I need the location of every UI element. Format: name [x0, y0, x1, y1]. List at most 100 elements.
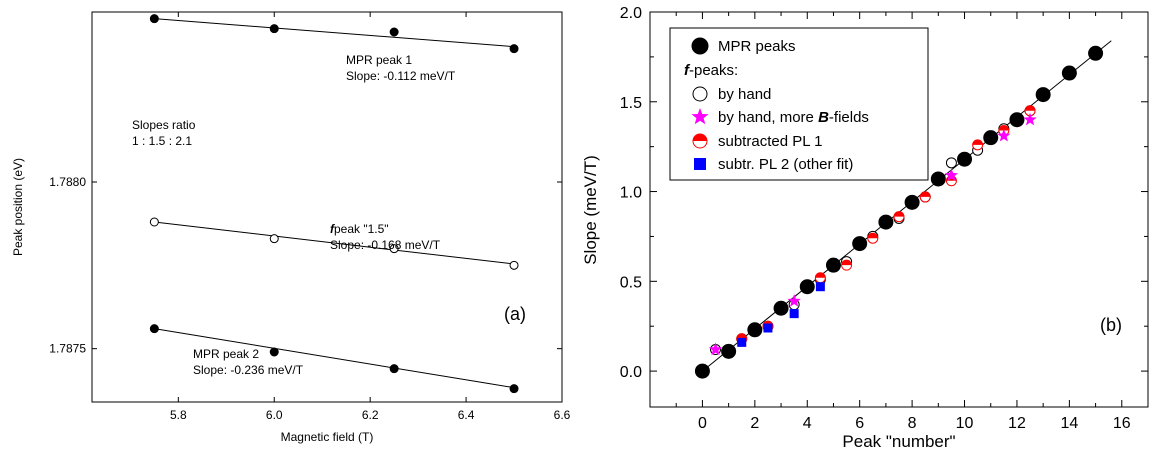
- legend-subtr-pl2: subtr. PL 2 (other fit): [718, 156, 853, 173]
- panel-a-frame: [91, 11, 563, 403]
- b-point-mpr: [721, 343, 737, 359]
- b-point-half-circle-fill: [736, 333, 747, 339]
- b-point-half-circle: [919, 191, 931, 203]
- b-point-mpr: [1035, 87, 1051, 103]
- b-point-half-circle-fill: [998, 125, 1009, 131]
- panel-a-chart: 5.8 6.0 6.2 6.4 6.6 1.7875 1.7880 MPR peak 1 S…: [11, 11, 571, 444]
- b-point-mpr: [1009, 112, 1025, 128]
- legend-mpr-peaks: MPR peaks: [718, 38, 796, 55]
- b-point-mpr: [747, 322, 763, 338]
- b-point-star: [787, 294, 801, 307]
- b-point-half-circle: [814, 272, 826, 284]
- b-ytick-label: 2.0: [620, 5, 642, 22]
- panel-a-ticks: 5.8 6.0 6.2 6.4 6.6 1.7875 1.7880: [49, 12, 571, 422]
- legend-marker-half-circle: [692, 133, 708, 149]
- b-point-mpr: [904, 194, 920, 210]
- a-xtick-label: 6.2: [362, 408, 379, 422]
- legend-box: [669, 27, 929, 181]
- a-xtick-label: 6.6: [554, 408, 571, 422]
- b-point-mpr: [852, 236, 868, 252]
- b-ytick-label: 0.5: [620, 274, 642, 291]
- b-point-mpr: [930, 171, 946, 187]
- b-point-mpr: [799, 279, 815, 295]
- a-point-s3: [269, 347, 279, 357]
- a-point-s2: [269, 234, 279, 244]
- a-series1-label-line1: MPR peak 1: [346, 53, 412, 67]
- b-point-half-circle-fill: [972, 139, 983, 145]
- panel-a-points: [149, 14, 519, 394]
- a-slopes-ratio-value: 1 : 1.5 : 2.1: [132, 134, 192, 148]
- a-fit-line-3: [154, 328, 515, 389]
- legend-by-hand: by hand: [718, 86, 771, 103]
- legend-f-peaks-title: f-peaks:: [684, 62, 738, 79]
- b-point-square: [815, 282, 825, 292]
- panel-b-points: [694, 45, 1104, 379]
- a-series2-label-line1: fpeak "1.5": [330, 222, 389, 236]
- b-xtick-label: 8: [908, 415, 917, 432]
- b-point-mpr: [878, 214, 894, 230]
- panel-b-tag: (b): [1100, 315, 1122, 335]
- b-point-mpr: [983, 130, 999, 146]
- b-point-square: [763, 323, 773, 333]
- panel-b-frame: [649, 11, 1149, 408]
- a-point-s3: [149, 324, 159, 334]
- b-point-square: [737, 337, 747, 347]
- b-point-mpr: [1088, 45, 1104, 61]
- legend-marker-by-hand: [692, 86, 708, 102]
- a-point-s2: [509, 260, 519, 270]
- a-y-axis-title: Peak position (eV): [11, 158, 25, 256]
- b-x-axis-title: Peak "number": [842, 432, 955, 451]
- b-point-half-circle-fill: [1025, 105, 1036, 111]
- a-slopes-ratio-title: Slopes ratio: [132, 118, 196, 132]
- b-point-half-circle-fill: [815, 272, 826, 278]
- b-xtick-label: 0: [698, 415, 707, 432]
- b-point-square: [789, 309, 799, 319]
- b-xtick-label: 14: [1060, 415, 1078, 432]
- panel-a-tag: (a): [504, 304, 526, 324]
- a-point-s2: [389, 244, 399, 254]
- b-ytick-label: 1.5: [620, 95, 642, 112]
- b-xtick-label: 4: [803, 415, 812, 432]
- a-point-s1: [389, 27, 399, 37]
- legend-markers: [691, 37, 709, 170]
- a-point-s1: [509, 44, 519, 54]
- b-point-half-circle-fill: [894, 211, 904, 217]
- b-point-half-circle-fill: [841, 260, 852, 266]
- a-series3-label-line2: Slope: -0.236 meV/T: [193, 363, 304, 377]
- b-xtick-label: 12: [1008, 415, 1026, 432]
- a-point-s1: [149, 14, 159, 24]
- b-point-half-circle: [893, 211, 905, 223]
- a-point-s2: [149, 217, 159, 227]
- a-point-s1: [269, 24, 279, 34]
- b-point-star: [1023, 112, 1037, 126]
- a-point-s3: [389, 364, 399, 374]
- b-point-mpr: [957, 151, 973, 167]
- b-ytick-label: 0.0: [620, 364, 642, 381]
- b-y-axis-title: Slope (meV/T): [581, 155, 600, 265]
- b-point-half-circle-fill: [867, 233, 878, 239]
- legend-by-hand-more-b: by hand, more B-fields: [718, 109, 869, 126]
- b-xtick-label: 2: [750, 415, 759, 432]
- a-series2-label-line2: Slope: -0.168 meV/T: [330, 238, 441, 252]
- b-point-half-circle: [867, 232, 879, 244]
- b-point-mpr: [1061, 65, 1077, 81]
- b-point-half-circle: [1024, 105, 1036, 117]
- legend-marker-square: [694, 158, 706, 170]
- b-point-mpr: [694, 363, 710, 379]
- panel-a-fit-lines: [154, 18, 515, 389]
- panel-b-ticks: 0 2 4 6 8 10 12 14 16 0.0 0.5 1.0 1.5 2.0: [620, 5, 1149, 432]
- a-fit-line-1: [154, 18, 515, 48]
- a-series3-label-line1: MPR peak 2: [193, 347, 259, 361]
- a-ytick-label: 1.7875: [49, 342, 86, 356]
- b-point-mpr: [825, 257, 841, 273]
- legend-subtracted-pl1: subtracted PL 1: [718, 133, 823, 150]
- b-point-half-circle: [841, 259, 853, 271]
- a-series2-f-symbol: f: [330, 222, 335, 236]
- b-point-star: [708, 342, 723, 356]
- a-series2-label-text: peak "1.5": [334, 222, 389, 236]
- legend-marker-mpr: [691, 37, 709, 55]
- b-point-star: [997, 128, 1011, 142]
- a-xtick-label: 5.8: [170, 408, 187, 422]
- b-ytick-label: 1.0: [620, 185, 642, 202]
